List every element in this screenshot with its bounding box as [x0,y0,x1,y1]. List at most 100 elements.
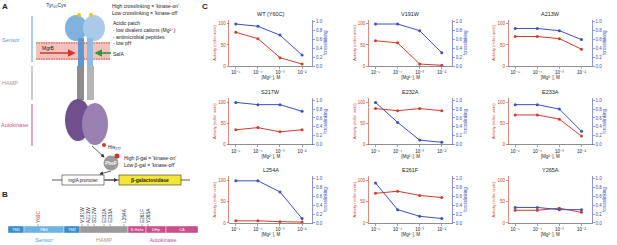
svg-text:10⁻³: 10⁻³ [276,149,285,154]
svg-text:DHp: DHp [152,227,161,232]
svg-text:0.0: 0.0 [316,64,323,69]
svg-text:Activity (miller units): Activity (miller units) [212,181,217,217]
svg-text:0.2: 0.2 [316,133,323,138]
svg-text:V191W: V191W [80,207,85,223]
svg-text:0.2: 0.2 [456,133,463,138]
svg-text:[Mg²⁺], M: [Mg²⁺], M [541,232,560,237]
svg-text:0.8: 0.8 [456,107,463,112]
svg-text:10⁻⁵: 10⁻⁵ [371,70,380,75]
svg-text:fcrosslinking: fcrosslinking [323,108,328,133]
svg-text:0.4: 0.4 [456,203,463,208]
svg-text:0.2: 0.2 [595,133,602,138]
svg-text:0.2: 0.2 [456,55,463,60]
svg-text:fcrosslinking: fcrosslinking [323,30,328,55]
svg-text:0.2: 0.2 [456,212,463,217]
svg-text:β-galactosidase: β-galactosidase [131,177,169,183]
svg-text:50: 50 [221,43,227,48]
svg-text:E233A: E233A [108,208,113,223]
svg-text:0: 0 [363,64,366,69]
svg-text:10⁻⁵: 10⁻⁵ [371,149,380,154]
svg-text:10⁻⁴: 10⁻⁴ [533,227,542,232]
svg-text:1.0: 1.0 [595,98,602,103]
svg-text:0: 0 [363,142,366,147]
svg-text:0.0: 0.0 [456,142,463,147]
svg-text:0.2: 0.2 [595,55,602,60]
svg-text:[Mg²⁺], M: [Mg²⁺], M [401,232,420,237]
svg-text:0.0: 0.0 [316,142,323,147]
svg-text:0: 0 [503,64,506,69]
svg-text:50: 50 [360,43,366,48]
svg-text:0.0: 0.0 [456,221,463,226]
svg-text:0.6: 0.6 [595,116,602,121]
svg-text:50: 50 [360,199,366,204]
svg-text:Y265A: Y265A [146,208,151,223]
svg-text:A: A [2,2,8,11]
svg-text:50: 50 [500,43,506,48]
svg-text:mgtA promoter: mgtA promoter [68,178,98,183]
svg-text:50: 50 [360,121,366,126]
svg-text:0.4: 0.4 [456,124,463,129]
svg-text:100: 100 [358,178,366,183]
svg-text:0.0: 0.0 [595,142,602,147]
svg-text:0.8: 0.8 [595,107,602,112]
svg-text:0.8: 0.8 [595,28,602,33]
svg-text:L254A: L254A [122,208,127,223]
svg-text:100: 100 [218,21,226,26]
svg-text:0: 0 [503,142,506,147]
svg-text:WT (Y60C): WT (Y60C) [257,11,285,17]
svg-text:0.6: 0.6 [316,37,323,42]
svg-text:0.8: 0.8 [316,185,323,190]
svg-text:1.0: 1.0 [456,19,463,24]
svg-text:S217W: S217W [261,89,280,95]
svg-text:[Mg²⁺], M: [Mg²⁺], M [261,75,280,80]
svg-text:10⁻⁴: 10⁻⁴ [253,70,262,75]
svg-text:- low divalent cations (Mg²⁺): - low divalent cations (Mg²⁺) [113,27,176,33]
svg-text:A213W: A213W [541,11,560,17]
svg-text:0.8: 0.8 [456,28,463,33]
svg-text:10⁻⁵: 10⁻⁵ [511,227,520,232]
svg-text:High β-gal = 'kinase-on': High β-gal = 'kinase-on' [124,155,176,161]
svg-text:Activity (miller units): Activity (miller units) [491,181,496,217]
svg-text:A213W: A213W [86,207,91,223]
svg-text:10⁻²: 10⁻² [577,227,586,232]
svg-text:0.6: 0.6 [456,194,463,199]
svg-text:10⁻²: 10⁻² [437,149,446,154]
svg-text:0.4: 0.4 [316,203,323,208]
svg-text:10⁻²: 10⁻² [298,70,307,75]
svg-text:0.2: 0.2 [316,212,323,217]
svg-text:10⁻²: 10⁻² [577,70,586,75]
svg-text:TM2: TM2 [68,227,77,232]
svg-text:0.6: 0.6 [456,116,463,121]
svg-text:Activity (miller units): Activity (miller units) [352,24,357,60]
svg-text:0.4: 0.4 [595,124,602,129]
svg-text:0.4: 0.4 [595,203,602,208]
svg-text:S-Helix: S-Helix [131,227,144,232]
svg-text:10⁻²: 10⁻² [437,70,446,75]
svg-text:- antimicrobial peptides: - antimicrobial peptides [113,34,165,40]
svg-text:His₂₇₇: His₂₇₇ [108,144,121,150]
svg-text:Activity (miller units): Activity (miller units) [491,103,496,139]
svg-text:fcrosslinking: fcrosslinking [602,108,607,133]
svg-text:Activity (miller units): Activity (miller units) [212,103,217,139]
svg-text:50: 50 [221,199,227,204]
svg-text:0.2: 0.2 [316,55,323,60]
svg-text:E232A: E232A [402,89,419,95]
svg-text:Y60C: Y60C [36,210,41,223]
svg-text:SafA: SafA [113,51,125,57]
svg-text:Autokinase: Autokinase [149,237,176,243]
svg-text:Acidic patch: Acidic patch [113,20,140,26]
svg-text:0.0: 0.0 [595,64,602,69]
svg-text:[Mg²⁺], M: [Mg²⁺], M [401,75,420,80]
svg-text:0.6: 0.6 [316,194,323,199]
svg-text:0.6: 0.6 [456,37,463,42]
svg-text:[Mg²⁺], M: [Mg²⁺], M [261,232,280,237]
svg-text:0.0: 0.0 [316,221,323,226]
svg-text:10⁻⁵: 10⁻⁵ [231,70,240,75]
svg-text:100: 100 [358,21,366,26]
svg-text:0.4: 0.4 [316,124,323,129]
svg-text:E261F: E261F [140,209,145,223]
svg-text:10⁻⁴: 10⁻⁴ [253,149,262,154]
svg-text:10⁻³: 10⁻³ [415,149,424,154]
svg-text:0.0: 0.0 [595,221,602,226]
svg-text:10⁻³: 10⁻³ [415,227,424,232]
